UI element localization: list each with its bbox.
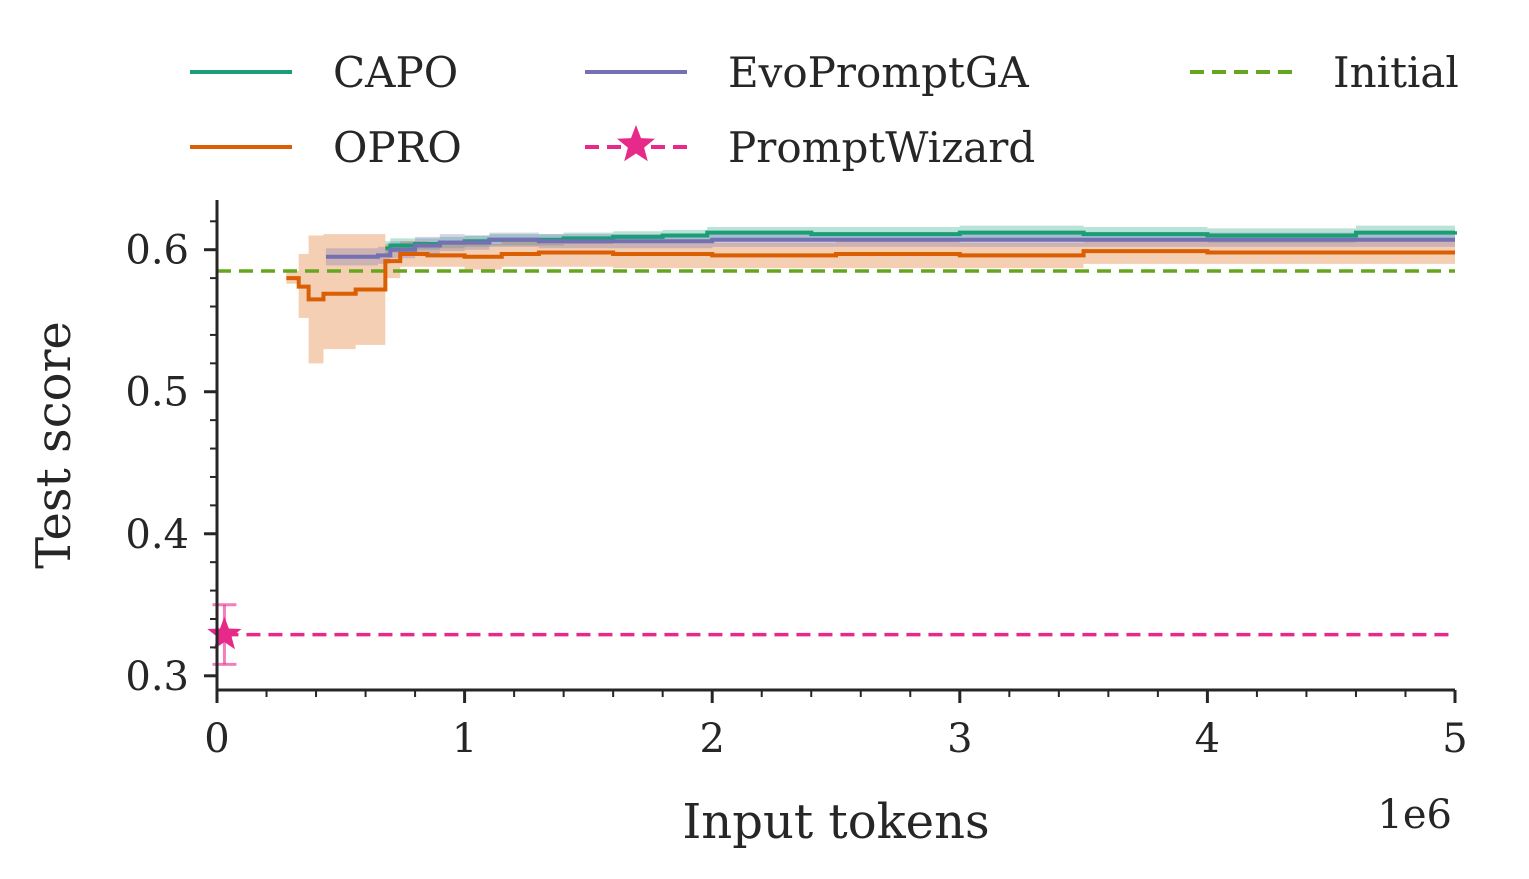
y-axis-label: Test score bbox=[26, 321, 82, 569]
opro-band bbox=[286, 234, 1455, 364]
opro-line bbox=[286, 249, 1455, 302]
legend: CAPO OPRO EvoPromptGA PromptWizard Initial bbox=[190, 48, 1459, 172]
x-axis-label: Input tokens bbox=[682, 794, 989, 850]
legend-star-icon bbox=[617, 125, 655, 162]
legend-label: PromptWizard bbox=[728, 123, 1035, 172]
legend-label: CAPO bbox=[333, 48, 458, 97]
x-tick-label: 5 bbox=[1442, 716, 1467, 762]
x-tick-label: 3 bbox=[947, 716, 972, 762]
legend-item-capo: CAPO bbox=[190, 48, 458, 97]
legend-item-promptwizard: PromptWizard bbox=[585, 123, 1035, 172]
promptwizard-point bbox=[207, 616, 242, 650]
legend-label: Initial bbox=[1333, 48, 1459, 97]
confidence-bands bbox=[286, 224, 1456, 364]
legend-label: OPRO bbox=[333, 123, 462, 172]
legend-item-initial: Initial bbox=[1190, 48, 1459, 97]
series-lines bbox=[286, 230, 1457, 302]
x-offset-label: 1e6 bbox=[1377, 792, 1452, 838]
reference-lines bbox=[217, 269, 1455, 637]
x-tick-label: 1 bbox=[452, 716, 477, 762]
x-ticks: 0 1 2 3 4 5 bbox=[204, 690, 1468, 762]
evopromptga-line bbox=[325, 237, 1455, 259]
x-tick-label: 2 bbox=[699, 716, 724, 762]
y-tick-label: 0.3 bbox=[125, 654, 189, 700]
y-tick-label: 0.4 bbox=[125, 512, 189, 558]
legend-label: EvoPromptGA bbox=[728, 48, 1029, 97]
x-tick-label: 4 bbox=[1195, 716, 1220, 762]
legend-item-opro: OPRO bbox=[190, 123, 462, 172]
y-ticks: 0.3 0.4 0.5 0.6 bbox=[125, 220, 217, 700]
legend-item-evopromptga: EvoPromptGA bbox=[585, 48, 1029, 97]
y-tick-label: 0.5 bbox=[125, 370, 189, 416]
y-tick-label: 0.6 bbox=[125, 228, 189, 274]
x-tick-label: 0 bbox=[204, 716, 229, 762]
